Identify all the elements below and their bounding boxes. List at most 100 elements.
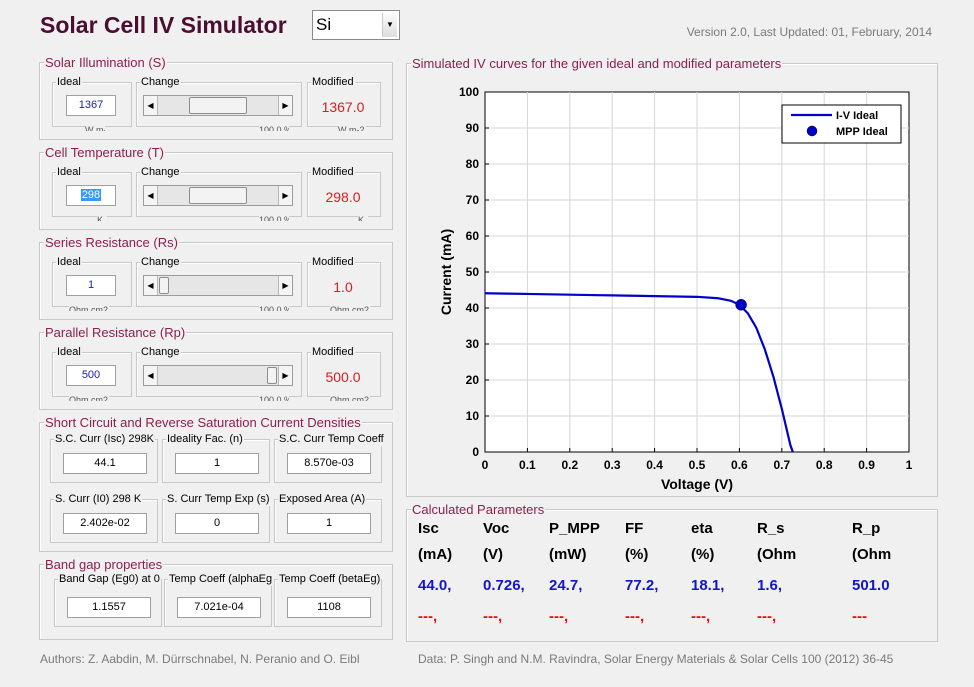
y-tick-label: 80 xyxy=(466,157,480,171)
calc-unit-pmpp: (mW) xyxy=(549,546,587,563)
chevron-left-icon[interactable]: ◀ xyxy=(144,276,158,295)
plot-panel-title: Simulated IV curves for the given ideal … xyxy=(411,56,783,71)
ideal-label: Ideal xyxy=(56,166,82,179)
series-resistance-panel: Series Resistance (Rs) Ideal 1 Ohm cm2 C… xyxy=(39,235,393,320)
chevron-right-icon[interactable]: ▶ xyxy=(278,96,292,115)
series-ideal-input[interactable]: 1 xyxy=(66,275,116,296)
calc-unit-ff: (%) xyxy=(625,546,649,563)
modified-label: Modified xyxy=(311,166,355,179)
sc-temp-coeff-input[interactable]: 8.570e-03 xyxy=(287,453,371,474)
modified-label: Modified xyxy=(311,346,355,359)
temperature-panel: Cell Temperature (T) Ideal 298 K Change … xyxy=(39,145,393,230)
temperature-ideal-group: Ideal 298 K xyxy=(52,166,132,221)
x-tick-label: 0.5 xyxy=(689,458,706,472)
illumination-title: Solar Illumination (S) xyxy=(44,55,167,70)
y-tick-label: 20 xyxy=(466,373,480,387)
temperature-slider-thumb[interactable] xyxy=(189,187,247,204)
unit-fragment: Ohm cm2 xyxy=(330,396,370,401)
calc-header-isc: Isc xyxy=(418,520,439,537)
parallel-resistance-panel: Parallel Resistance (Rp) Ideal 500 Ohm c… xyxy=(39,325,393,410)
chevron-left-icon[interactable]: ◀ xyxy=(144,96,158,115)
alpha-input[interactable]: 7.021e-04 xyxy=(177,597,261,618)
unit-fragment: K xyxy=(97,216,107,221)
series-slider-thumb[interactable] xyxy=(159,277,169,294)
chevron-left-icon[interactable]: ◀ xyxy=(144,366,158,385)
i0-label: S. Curr (I0) 298 K xyxy=(54,493,143,506)
temperature-change-group: Change ◀ ▶ 100.0 % xyxy=(136,166,302,221)
chevron-right-icon[interactable]: ▶ xyxy=(278,186,292,205)
chevron-right-icon[interactable]: ▶ xyxy=(278,366,292,385)
illumination-slider[interactable]: ◀ ▶ xyxy=(143,95,293,116)
x-tick-label: 0.3 xyxy=(604,458,621,472)
eg-input[interactable]: 1.1557 xyxy=(67,597,151,618)
change-label: Change xyxy=(140,256,181,269)
sc-temp-coeff-label: S.C. Curr Temp Coeff xyxy=(278,433,385,446)
s-temp-exp-input[interactable]: 0 xyxy=(175,513,259,534)
temperature-ideal-input[interactable]: 298 xyxy=(66,185,116,206)
isc-group: S.C. Curr (Isc) 298K 44.1 xyxy=(50,433,158,483)
footer-data-source: Data: P. Singh and N.M. Ravindra, Solar … xyxy=(418,652,894,666)
y-tick-label: 70 xyxy=(466,193,480,207)
s-temp-exp-group: S. Curr Temp Exp (s) 0 xyxy=(162,493,271,543)
temperature-modified-group: Modified 298.0 K xyxy=(307,166,381,221)
legend-box xyxy=(781,104,902,144)
calc-title: Calculated Parameters xyxy=(411,502,546,517)
calc-unit-rp: (Ohm xyxy=(852,546,892,563)
isc-input[interactable]: 44.1 xyxy=(63,453,147,474)
change-label: Change xyxy=(140,166,181,179)
chevron-left-icon[interactable]: ◀ xyxy=(144,186,158,205)
calc-ideal-rp: 501.0 xyxy=(852,577,890,594)
i0-input[interactable]: 2.402e-02 xyxy=(63,513,147,534)
parallel-slider-thumb[interactable] xyxy=(267,367,277,384)
unit-fragment: W m-2 xyxy=(85,126,105,131)
range-fragment: 100.0 % xyxy=(259,126,289,131)
x-tick-label: 1 xyxy=(906,458,913,472)
calc-ideal-rs: 1.6, xyxy=(757,577,783,594)
ideality-input[interactable]: 1 xyxy=(175,453,259,474)
chevron-down-icon[interactable]: ▼ xyxy=(382,13,397,37)
calc-unit-eta: (%) xyxy=(691,546,715,563)
x-tick-label: 0.9 xyxy=(858,458,875,472)
area-input[interactable]: 1 xyxy=(287,513,371,534)
parallel-modified-value: 500.0 xyxy=(325,369,361,385)
x-tick-label: 0.1 xyxy=(519,458,536,472)
calc-mod-voc: ---, xyxy=(483,608,503,625)
eg-label: Band Gap (Eg0) at 0 xyxy=(58,573,161,586)
beta-label: Temp Coeff (betaEg) xyxy=(278,573,382,586)
illumination-ideal-input[interactable]: 1367 xyxy=(66,95,116,116)
app-title: Solar Cell IV Simulator xyxy=(40,12,287,38)
calc-header-pmpp: P_MPP xyxy=(549,520,600,537)
material-select[interactable]: Si ▼ xyxy=(312,10,400,40)
y-tick-label: 50 xyxy=(466,265,480,279)
calc-mod-isc: ---, xyxy=(418,608,438,625)
temperature-slider[interactable]: ◀ ▶ xyxy=(143,185,293,206)
sc-temp-coeff-group: S.C. Curr Temp Coeff 8.570e-03 xyxy=(274,433,385,483)
parallel-slider[interactable]: ◀ ▶ xyxy=(143,365,293,386)
area-label: Exposed Area (A) xyxy=(278,493,367,506)
ideality-group: Ideality Fac. (n) 1 xyxy=(162,433,270,483)
illumination-modified-value: 1367.0 xyxy=(321,99,365,115)
ideality-label: Ideality Fac. (n) xyxy=(166,433,244,446)
parallel-modified-group: Modified 500.0 Ohm cm2 xyxy=(307,346,381,401)
beta-input[interactable]: 1108 xyxy=(287,597,371,618)
parallel-change-group: Change ◀ ▶ 100.0 % xyxy=(136,346,302,401)
illumination-slider-thumb[interactable] xyxy=(189,97,247,114)
parallel-ideal-input[interactable]: 500 xyxy=(66,365,116,386)
x-tick-label: 0.2 xyxy=(561,458,578,472)
ideal-label: Ideal xyxy=(56,346,82,359)
parallel-resistance-title: Parallel Resistance (Rp) xyxy=(44,325,187,340)
illumination-change-group: Change ◀ ▶ 100.0 % xyxy=(136,76,302,131)
series-slider[interactable]: ◀ ▶ xyxy=(143,275,293,296)
chevron-right-icon[interactable]: ▶ xyxy=(278,276,292,295)
iv-ideal-curve xyxy=(484,292,794,453)
change-label: Change xyxy=(140,76,181,89)
isc-label: S.C. Curr (Isc) 298K xyxy=(54,433,156,446)
legend-marker-swatch xyxy=(806,125,818,137)
calc-mod-rp: --- xyxy=(852,608,867,625)
unit-fragment: W m-2 xyxy=(338,126,366,131)
series-resistance-title: Series Resistance (Rs) xyxy=(44,235,179,250)
beta-group: Temp Coeff (betaEg) 1108 xyxy=(274,573,382,627)
y-tick-label: 60 xyxy=(466,229,480,243)
x-axis-label: Voltage (V) xyxy=(661,476,733,492)
series-modified-value: 1.0 xyxy=(333,279,353,295)
